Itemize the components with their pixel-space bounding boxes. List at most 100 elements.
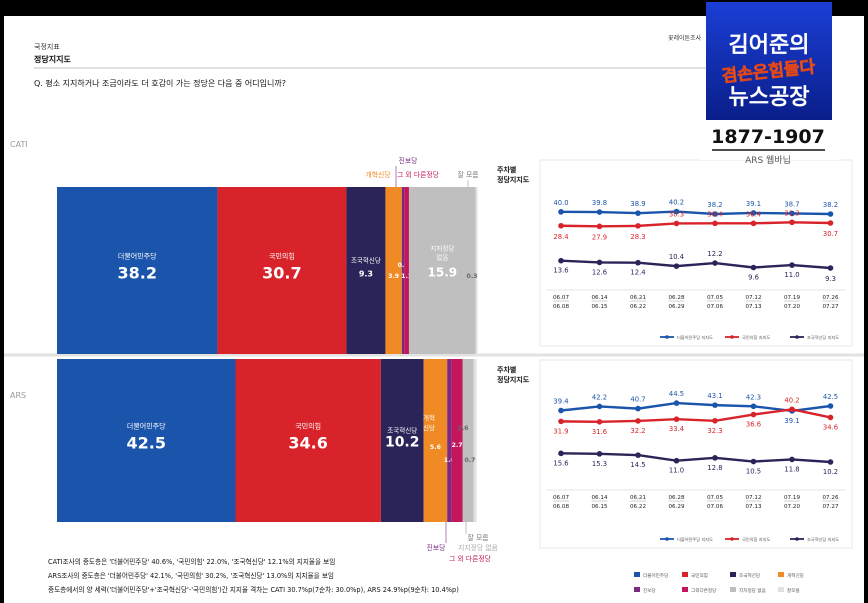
series-line-2 xyxy=(560,259,831,270)
series-line-1 xyxy=(560,408,831,424)
series-point-1 xyxy=(673,416,680,422)
bottom-legend-swatch-7 xyxy=(778,587,784,592)
segment-name-rebuild: 조국혁신당 xyxy=(351,256,381,265)
news-factory-logo: 김어준의 겸손은힘들다 뉴스공장 xyxy=(706,2,832,120)
series-point-1 xyxy=(827,220,834,226)
series-point-1 xyxy=(750,411,757,418)
x-tick-label-bottom: 06.15 xyxy=(591,504,607,510)
segment-name-dem: 더불어민주당 xyxy=(118,252,157,261)
series-point-2 xyxy=(712,455,718,461)
series-value-1: 31.9 xyxy=(553,427,568,435)
bottom-legend-swatch-5 xyxy=(682,587,688,592)
note-line-2: ARS조사의 중도층은 '더불어민주당' 42.1%, '국민의힘' 30.2%… xyxy=(48,571,334,580)
x-tick-label-bottom: 07.06 xyxy=(707,304,723,310)
x-tick-label-bottom: 07.20 xyxy=(784,504,800,510)
cati-label: CATI xyxy=(10,140,28,149)
series-value-2: 11.0 xyxy=(669,467,684,475)
top-label-reform: 개혁신당 xyxy=(365,170,390,179)
bar-segment-progressive xyxy=(401,187,405,354)
x-tick-label-bottom: 06.29 xyxy=(668,304,684,310)
series-value-1: 30.4 xyxy=(707,210,722,218)
series-point-0 xyxy=(558,209,564,215)
series-value-2: 15.3 xyxy=(592,460,607,468)
series-value-2: 9.3 xyxy=(825,275,836,283)
series-point-0 xyxy=(635,210,641,216)
bottom-legend-label-7: 잘모름 xyxy=(787,587,800,594)
bottom-legend-label-0: 더불어민주당 xyxy=(643,572,669,579)
series-point-0 xyxy=(673,400,680,406)
series-point-1 xyxy=(789,219,795,226)
bar-segment-rebuild xyxy=(380,359,424,522)
series-value-0: 40.2 xyxy=(669,199,684,207)
series-value-2: 13.6 xyxy=(553,267,568,275)
legend-dot-2 xyxy=(795,335,799,339)
segment-name-ppp: 국민의힘 xyxy=(295,422,321,431)
segment-name-none-1: 지지정당 xyxy=(430,244,454,253)
series-value-2: 15.6 xyxy=(553,459,568,467)
phone-number: 1877-1907 xyxy=(711,126,825,148)
segment-value-ppp: 30.7 xyxy=(262,264,301,283)
segment-value-progressive: 1.0 xyxy=(444,457,456,464)
cati-stacked-bar: 더불어민주당 38.2 국민의힘 30.7 조국혁신당 9.3 3.9 0.6 1.1 지지정당없… xyxy=(57,156,478,354)
x-tick-label-top: 07.12 xyxy=(745,295,761,301)
x-tick-label-bottom: 07.20 xyxy=(784,304,800,310)
legend-label-1: 국민의힘 지지도 xyxy=(742,334,770,341)
segment-name-reform-1: 개혁 xyxy=(423,413,435,422)
legend-label-0: 더불어민주당 지지도 xyxy=(677,334,713,341)
top-label-unsure: 잘 모름 xyxy=(458,171,479,179)
bottom-legend-label-1: 국민의힘 xyxy=(691,572,708,579)
segment-name-reform-2: 신당 xyxy=(423,423,435,432)
x-tick-label-top: 06.07 xyxy=(553,295,569,301)
series-point-2 xyxy=(596,259,603,266)
series-point-2 xyxy=(750,458,757,465)
bar-segment-none xyxy=(462,359,474,522)
bottom-legend-swatch-4 xyxy=(634,587,640,592)
series-point-2 xyxy=(789,456,795,463)
x-tick-label-top: 07.12 xyxy=(745,495,761,501)
series-value-1: 32.2 xyxy=(630,427,645,435)
bar-segment-other xyxy=(404,187,409,354)
series-value-1: 34.6 xyxy=(823,423,838,431)
legend-dot-2 xyxy=(795,537,799,541)
x-tick-label-bottom: 06.22 xyxy=(630,504,646,510)
top-label-other: 그 외 다른정당 xyxy=(397,170,439,179)
series-value-0: 39.4 xyxy=(553,397,568,405)
x-tick-label-bottom: 06.08 xyxy=(553,304,569,310)
bottom-label-other: 그 외 다른정당 xyxy=(449,554,491,563)
series-point-2 xyxy=(827,265,834,271)
logo-line-3: 뉴스공장 xyxy=(729,85,810,110)
series-value-1: 32.3 xyxy=(707,427,722,435)
bottom-legend-swatch-0 xyxy=(634,572,640,577)
legend-dot-0 xyxy=(665,335,669,339)
line-panel-title-1: 주차별 xyxy=(497,365,516,374)
bottom-label-unsure: 잘 모름 xyxy=(468,534,489,542)
series-point-0 xyxy=(558,407,564,414)
x-tick-label-top: 07.26 xyxy=(822,495,838,501)
series-value-2: 12.8 xyxy=(707,464,722,472)
segment-name-none-2: 없음 xyxy=(436,254,448,262)
bottom-legend-swatch-2 xyxy=(730,572,736,577)
logo-background xyxy=(706,2,832,120)
series-value-2: 10.2 xyxy=(823,468,838,476)
segment-value-reform: 5.6 xyxy=(430,444,441,451)
series-value-0: 39.1 xyxy=(746,200,761,208)
x-tick-label-top: 06.28 xyxy=(668,495,684,501)
x-tick-label-top: 06.21 xyxy=(630,495,646,501)
segment-value-dem: 38.2 xyxy=(117,264,156,283)
note-line-3: 중도층에서의 양 세력('더불어민주당'+'조국혁신당'-'국민의힘')간 지지… xyxy=(48,585,459,594)
bar-segment-progressive xyxy=(447,359,452,522)
bar-segment-none xyxy=(408,187,476,354)
series-line-1 xyxy=(560,221,831,228)
x-tick-label-top: 07.05 xyxy=(707,295,723,301)
series-point-0 xyxy=(827,211,834,217)
series-point-0 xyxy=(789,210,795,217)
segment-value-unsure: 0.7 xyxy=(465,457,476,464)
series-value-2: 14.5 xyxy=(630,461,645,469)
question-text: Q. 평소 지지하거나 조금이라도 더 호감이 가는 정당은 다음 중 어디입니… xyxy=(34,78,286,88)
x-tick-label-top: 07.05 xyxy=(707,495,723,501)
bar-segment-reform xyxy=(423,359,448,522)
series-point-2 xyxy=(789,262,795,268)
line-panel-title-2: 정당지지도 xyxy=(497,375,530,384)
bottom-legend-swatch-3 xyxy=(778,572,784,577)
